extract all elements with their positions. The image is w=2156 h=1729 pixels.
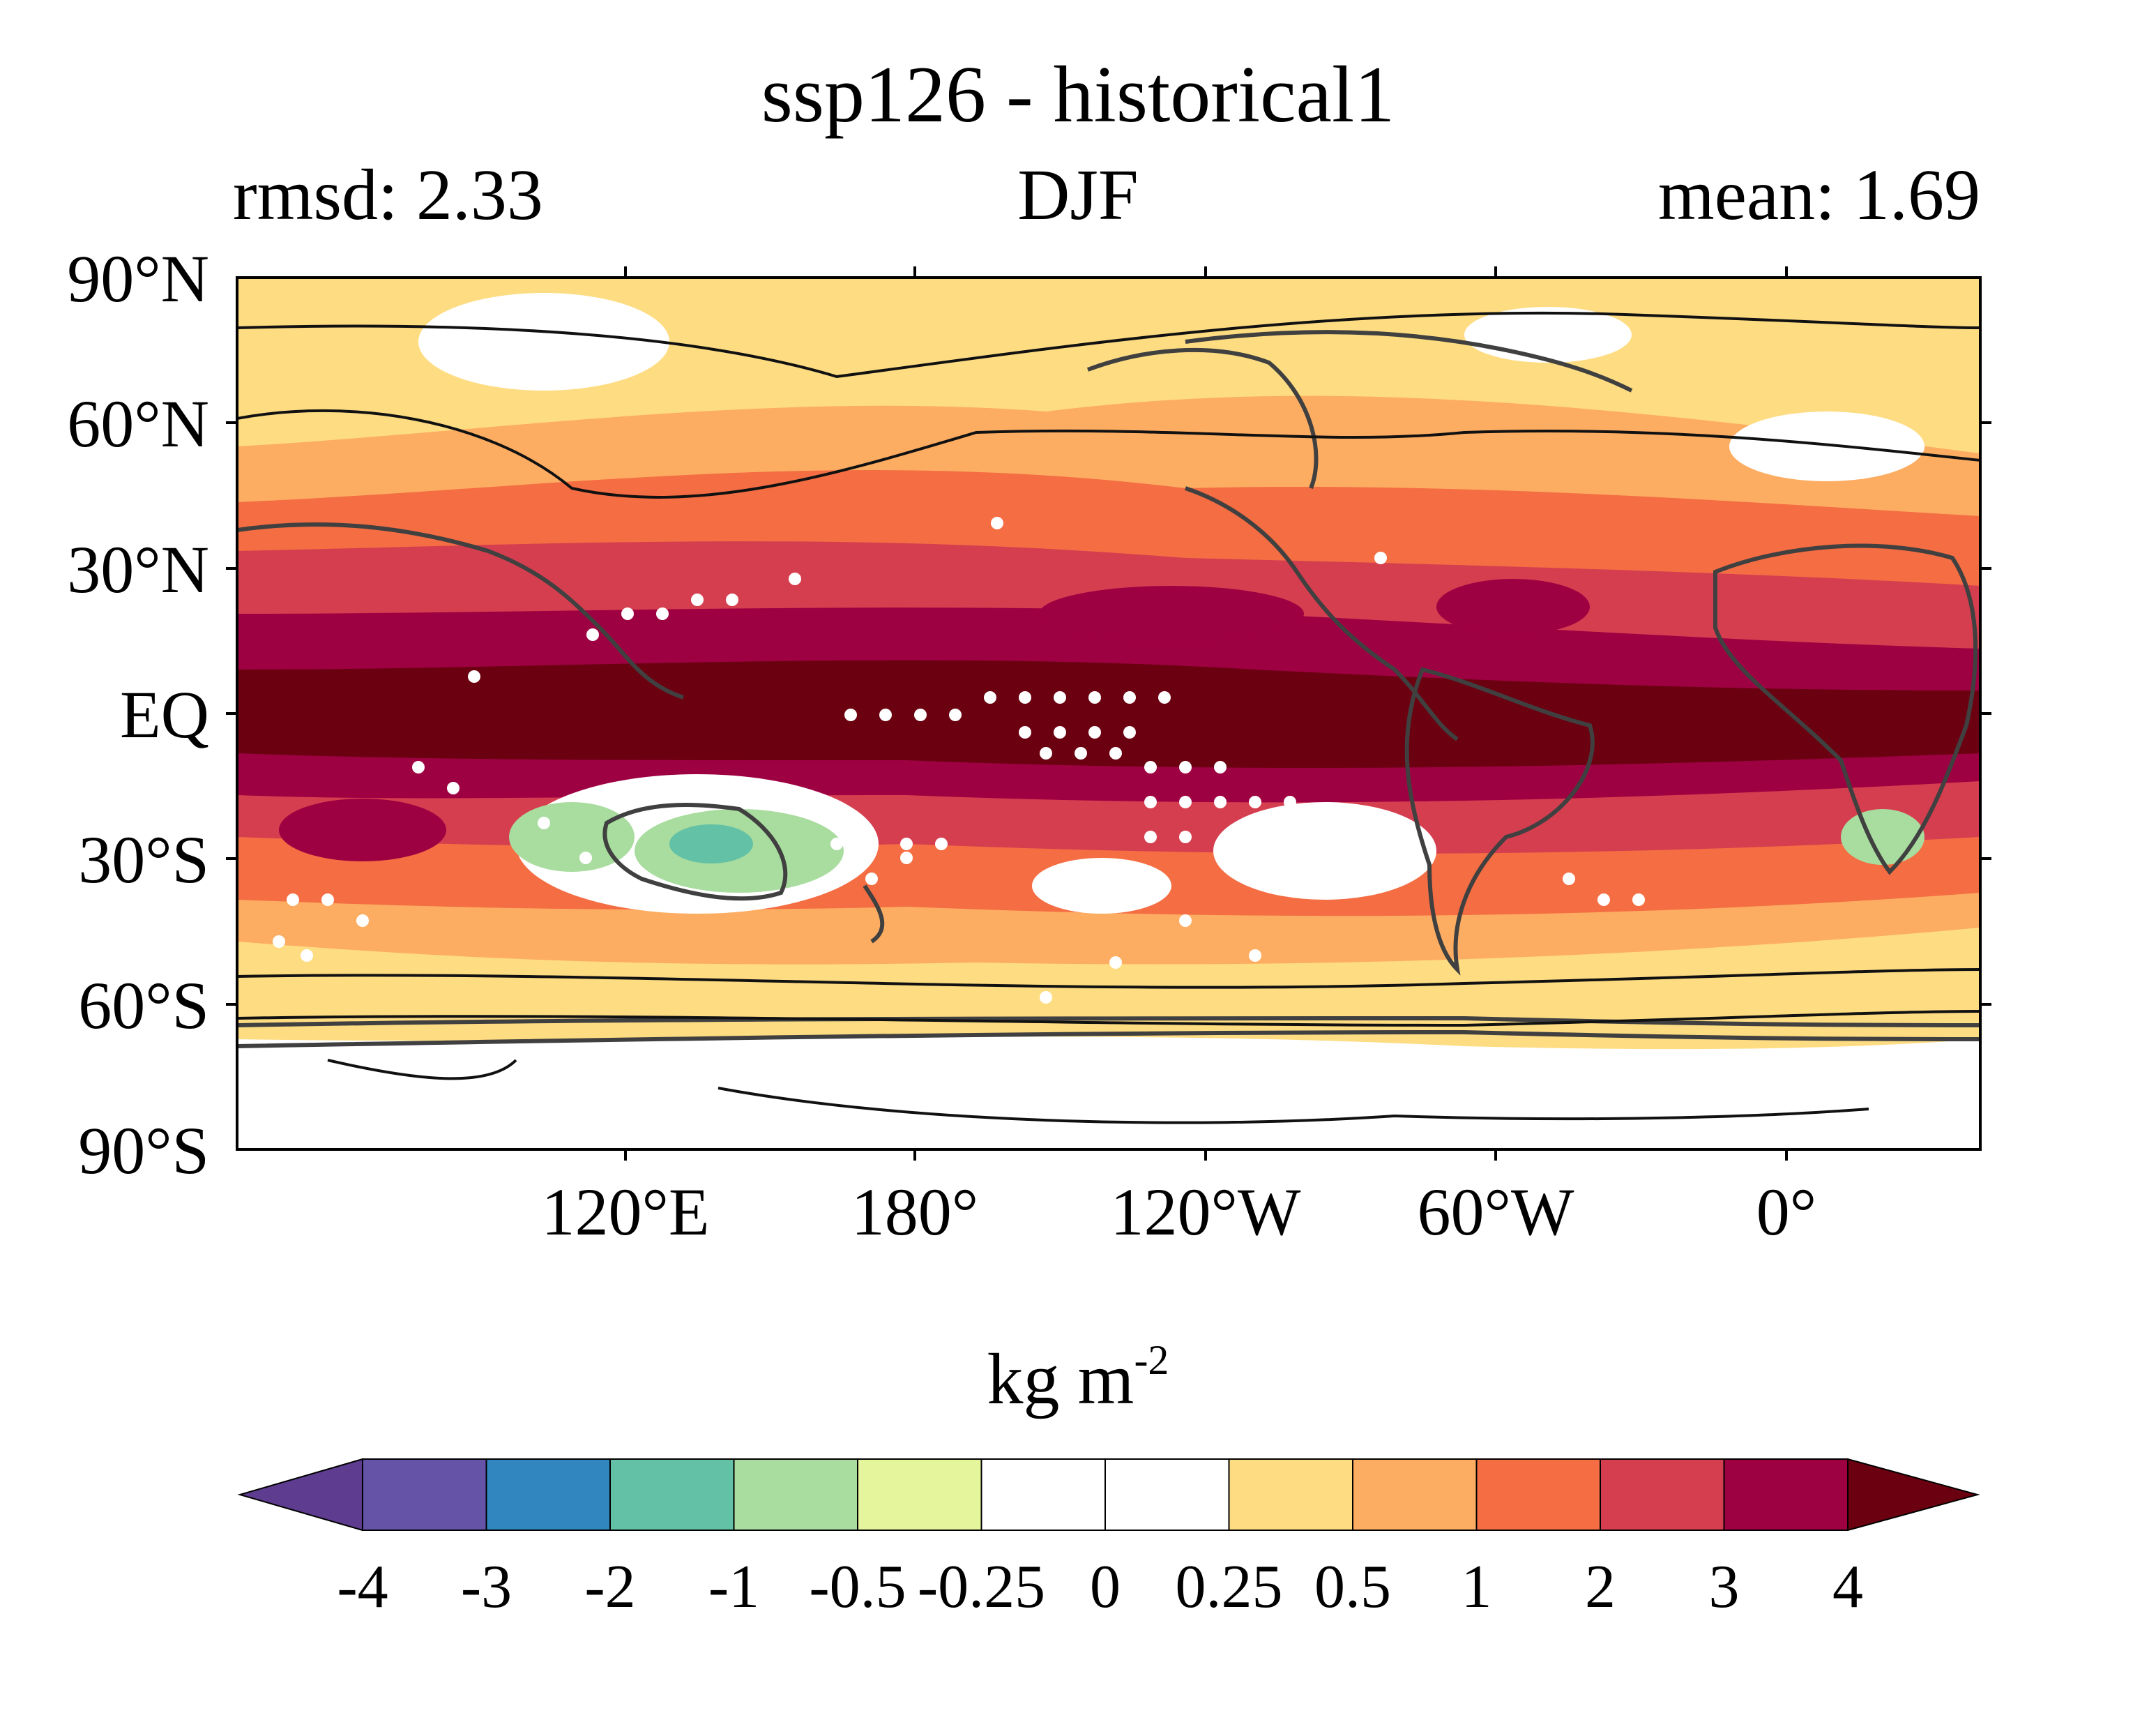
lon-label-0: 0°	[1756, 1175, 1817, 1249]
colorbar-swatch	[1352, 1458, 1478, 1531]
colorbar-tick-label: -1	[708, 1553, 760, 1621]
colorbar-tick-label: 0.25	[1175, 1553, 1283, 1621]
colorbar-swatch	[857, 1458, 982, 1531]
colorbar-tick-label: 2	[1585, 1553, 1616, 1621]
lat-label-30n: 30°N	[67, 532, 209, 607]
lon-label-60w: 60°W	[1417, 1175, 1574, 1249]
rmsd-label: rmsd: 2.33	[233, 155, 543, 235]
mean-label: mean: 1.69	[1657, 155, 1980, 235]
colorbar-swatch	[1104, 1458, 1230, 1531]
colorbar-swatch	[1475, 1458, 1601, 1531]
colorbar-swatch	[362, 1458, 487, 1531]
colorbar-swatch	[485, 1458, 611, 1531]
longitude-ticks	[624, 266, 1788, 1161]
colorbar-swatch	[609, 1458, 735, 1531]
colorbar-tick-label: -0.25	[917, 1553, 1046, 1621]
colorbar-tick-label: 1	[1461, 1553, 1492, 1621]
colorbar-swatch	[1228, 1458, 1353, 1531]
season-label: DJF	[1017, 155, 1139, 235]
colorbar-swatch	[733, 1458, 858, 1531]
colorbar-tick-label: 0	[1090, 1553, 1121, 1621]
colorbar-tick-label: 3	[1708, 1553, 1740, 1621]
colorbar-extend-low	[237, 1458, 363, 1532]
colorbar-tick-label: -2	[584, 1553, 636, 1621]
colorbar-tick-label: -4	[337, 1553, 388, 1621]
lat-label-90n: 90°N	[67, 241, 209, 316]
lat-label-30s: 30°S	[78, 822, 209, 897]
units-exponent: -2	[1134, 1337, 1169, 1383]
lon-label-120w: 120°W	[1110, 1175, 1301, 1249]
colorbar-tick-label: -0.5	[809, 1553, 906, 1621]
colorbar-extend-high	[1847, 1458, 1980, 1532]
lat-label-60s: 60°S	[78, 968, 209, 1043]
colorbar-swatch	[1723, 1458, 1848, 1531]
map-title: ssp126 - historical1	[761, 50, 1395, 139]
colorbar-tick-label: 0.5	[1314, 1553, 1391, 1621]
lat-label-60n: 60°N	[67, 386, 209, 461]
lon-label-120e: 120°E	[541, 1175, 710, 1249]
colorbar	[237, 1458, 1980, 1532]
colorbar-units: kg m-2	[0, 1339, 2156, 1416]
map-field	[237, 278, 1980, 1149]
colorbar-swatch	[980, 1458, 1106, 1531]
colorbar-tick-label: -3	[460, 1553, 513, 1621]
latitude-ticks	[226, 421, 1991, 1006]
lon-label-180: 180°	[851, 1175, 979, 1249]
lat-label-90s: 90°S	[78, 1113, 209, 1188]
units-base: kg m	[987, 1339, 1134, 1419]
colorbar-swatch	[1600, 1458, 1725, 1531]
lat-label-eq: EQ	[120, 677, 209, 752]
colorbar-tick-label: 4	[1832, 1553, 1863, 1621]
